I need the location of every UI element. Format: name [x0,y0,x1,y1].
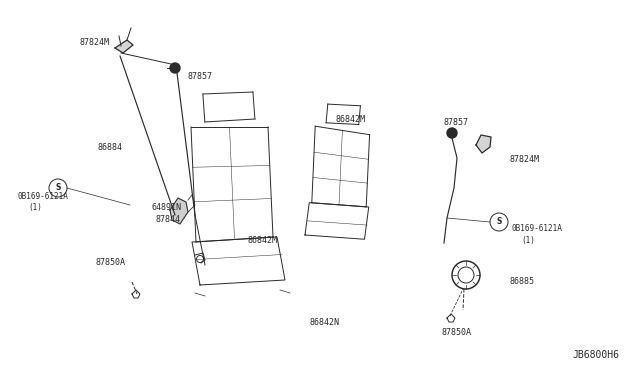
Text: 86842M: 86842M [248,236,278,245]
Text: 87850A: 87850A [441,328,471,337]
Text: 0B169-6121A: 0B169-6121A [511,224,562,233]
Circle shape [447,128,457,138]
Polygon shape [170,198,188,224]
Text: JB6800H6: JB6800H6 [572,350,619,360]
Text: S: S [496,218,502,227]
Text: (1): (1) [28,203,42,212]
Polygon shape [115,40,133,53]
Text: 86842N: 86842N [310,318,340,327]
Text: 64891N: 64891N [152,203,182,212]
Text: 86885: 86885 [510,277,535,286]
Text: S: S [55,183,61,192]
Text: 87857: 87857 [188,72,213,81]
Polygon shape [476,135,491,153]
Text: 87850A: 87850A [96,258,126,267]
Text: 87857: 87857 [444,118,469,127]
Text: 86884: 86884 [98,143,123,152]
Text: 0B169-6121A: 0B169-6121A [18,192,69,201]
Text: 86842M: 86842M [335,115,365,124]
Text: 87844: 87844 [155,215,180,224]
Text: (1): (1) [521,236,535,245]
Text: 87824M: 87824M [510,155,540,164]
Text: 87824M: 87824M [80,38,110,47]
Circle shape [170,63,180,73]
